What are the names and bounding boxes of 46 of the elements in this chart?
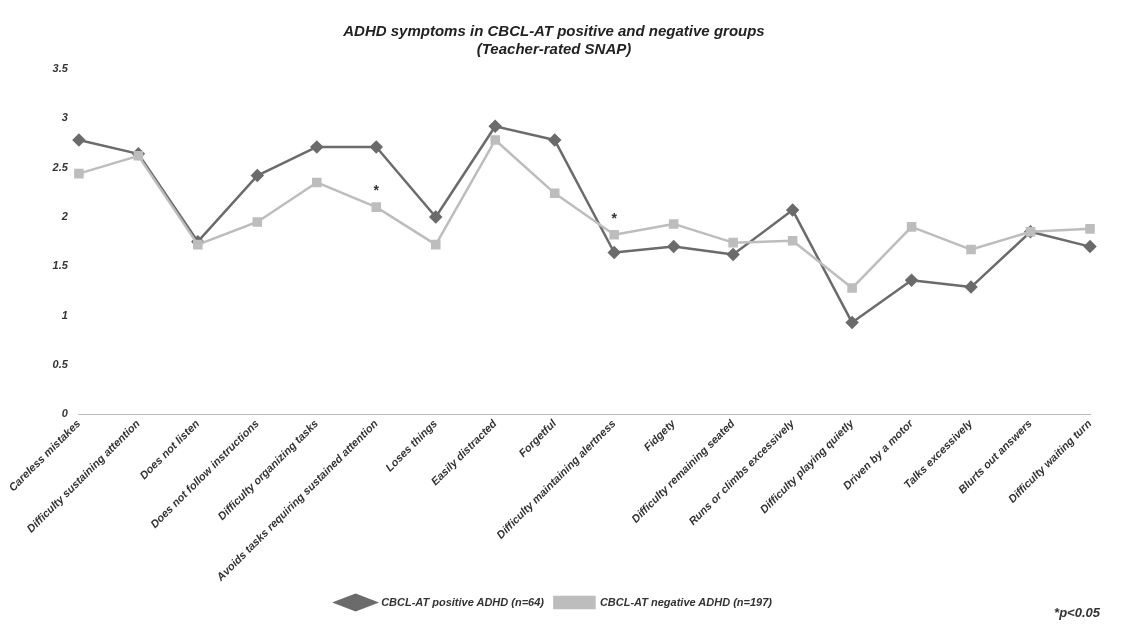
point bbox=[72, 133, 86, 147]
y-tick-label: 2 bbox=[60, 210, 68, 223]
point bbox=[847, 283, 857, 293]
point bbox=[193, 239, 203, 250]
point bbox=[74, 168, 84, 179]
point bbox=[370, 140, 383, 154]
y-tick-label: 0.5 bbox=[52, 358, 69, 371]
point bbox=[310, 140, 324, 154]
y-tick-label: 3.5 bbox=[52, 62, 69, 75]
point bbox=[1083, 240, 1097, 253]
chart-title: ADHD symptoms in CBCL-AT positive and negative groups (Teacher-rated SNAP) bbox=[342, 22, 765, 58]
point bbox=[668, 219, 679, 229]
y-tick-label: 1.5 bbox=[52, 259, 69, 272]
point bbox=[429, 210, 442, 224]
y-tick-label: 2.5 bbox=[51, 160, 69, 173]
point bbox=[726, 248, 740, 261]
point bbox=[371, 202, 382, 212]
point bbox=[490, 135, 501, 145]
point bbox=[251, 169, 264, 182]
point bbox=[667, 240, 680, 253]
text: *p<0.05 bbox=[1054, 605, 1101, 621]
point bbox=[845, 316, 859, 329]
legend-label: CBCL-AT negative ADHD (n=197) bbox=[599, 595, 773, 608]
point bbox=[786, 203, 799, 217]
point bbox=[133, 151, 144, 161]
y-tick-label: 3 bbox=[61, 111, 68, 124]
point bbox=[488, 119, 502, 133]
point bbox=[1085, 224, 1095, 234]
point bbox=[906, 222, 917, 232]
point bbox=[252, 217, 263, 227]
point bbox=[787, 235, 798, 246]
y-tick-label: 1 bbox=[61, 308, 68, 321]
y-tick-label: 0 bbox=[61, 407, 69, 420]
legend-label: CBCL-AT positive ADHD (n=64) bbox=[381, 595, 545, 608]
annotation: * bbox=[611, 209, 618, 226]
point bbox=[964, 280, 978, 294]
annotation: * bbox=[373, 182, 380, 198]
point bbox=[430, 239, 441, 250]
point bbox=[549, 188, 560, 199]
point bbox=[609, 229, 619, 240]
point bbox=[966, 244, 976, 255]
point bbox=[312, 177, 322, 188]
point bbox=[607, 246, 621, 259]
point bbox=[548, 133, 561, 147]
point bbox=[905, 273, 918, 287]
point bbox=[728, 237, 738, 248]
